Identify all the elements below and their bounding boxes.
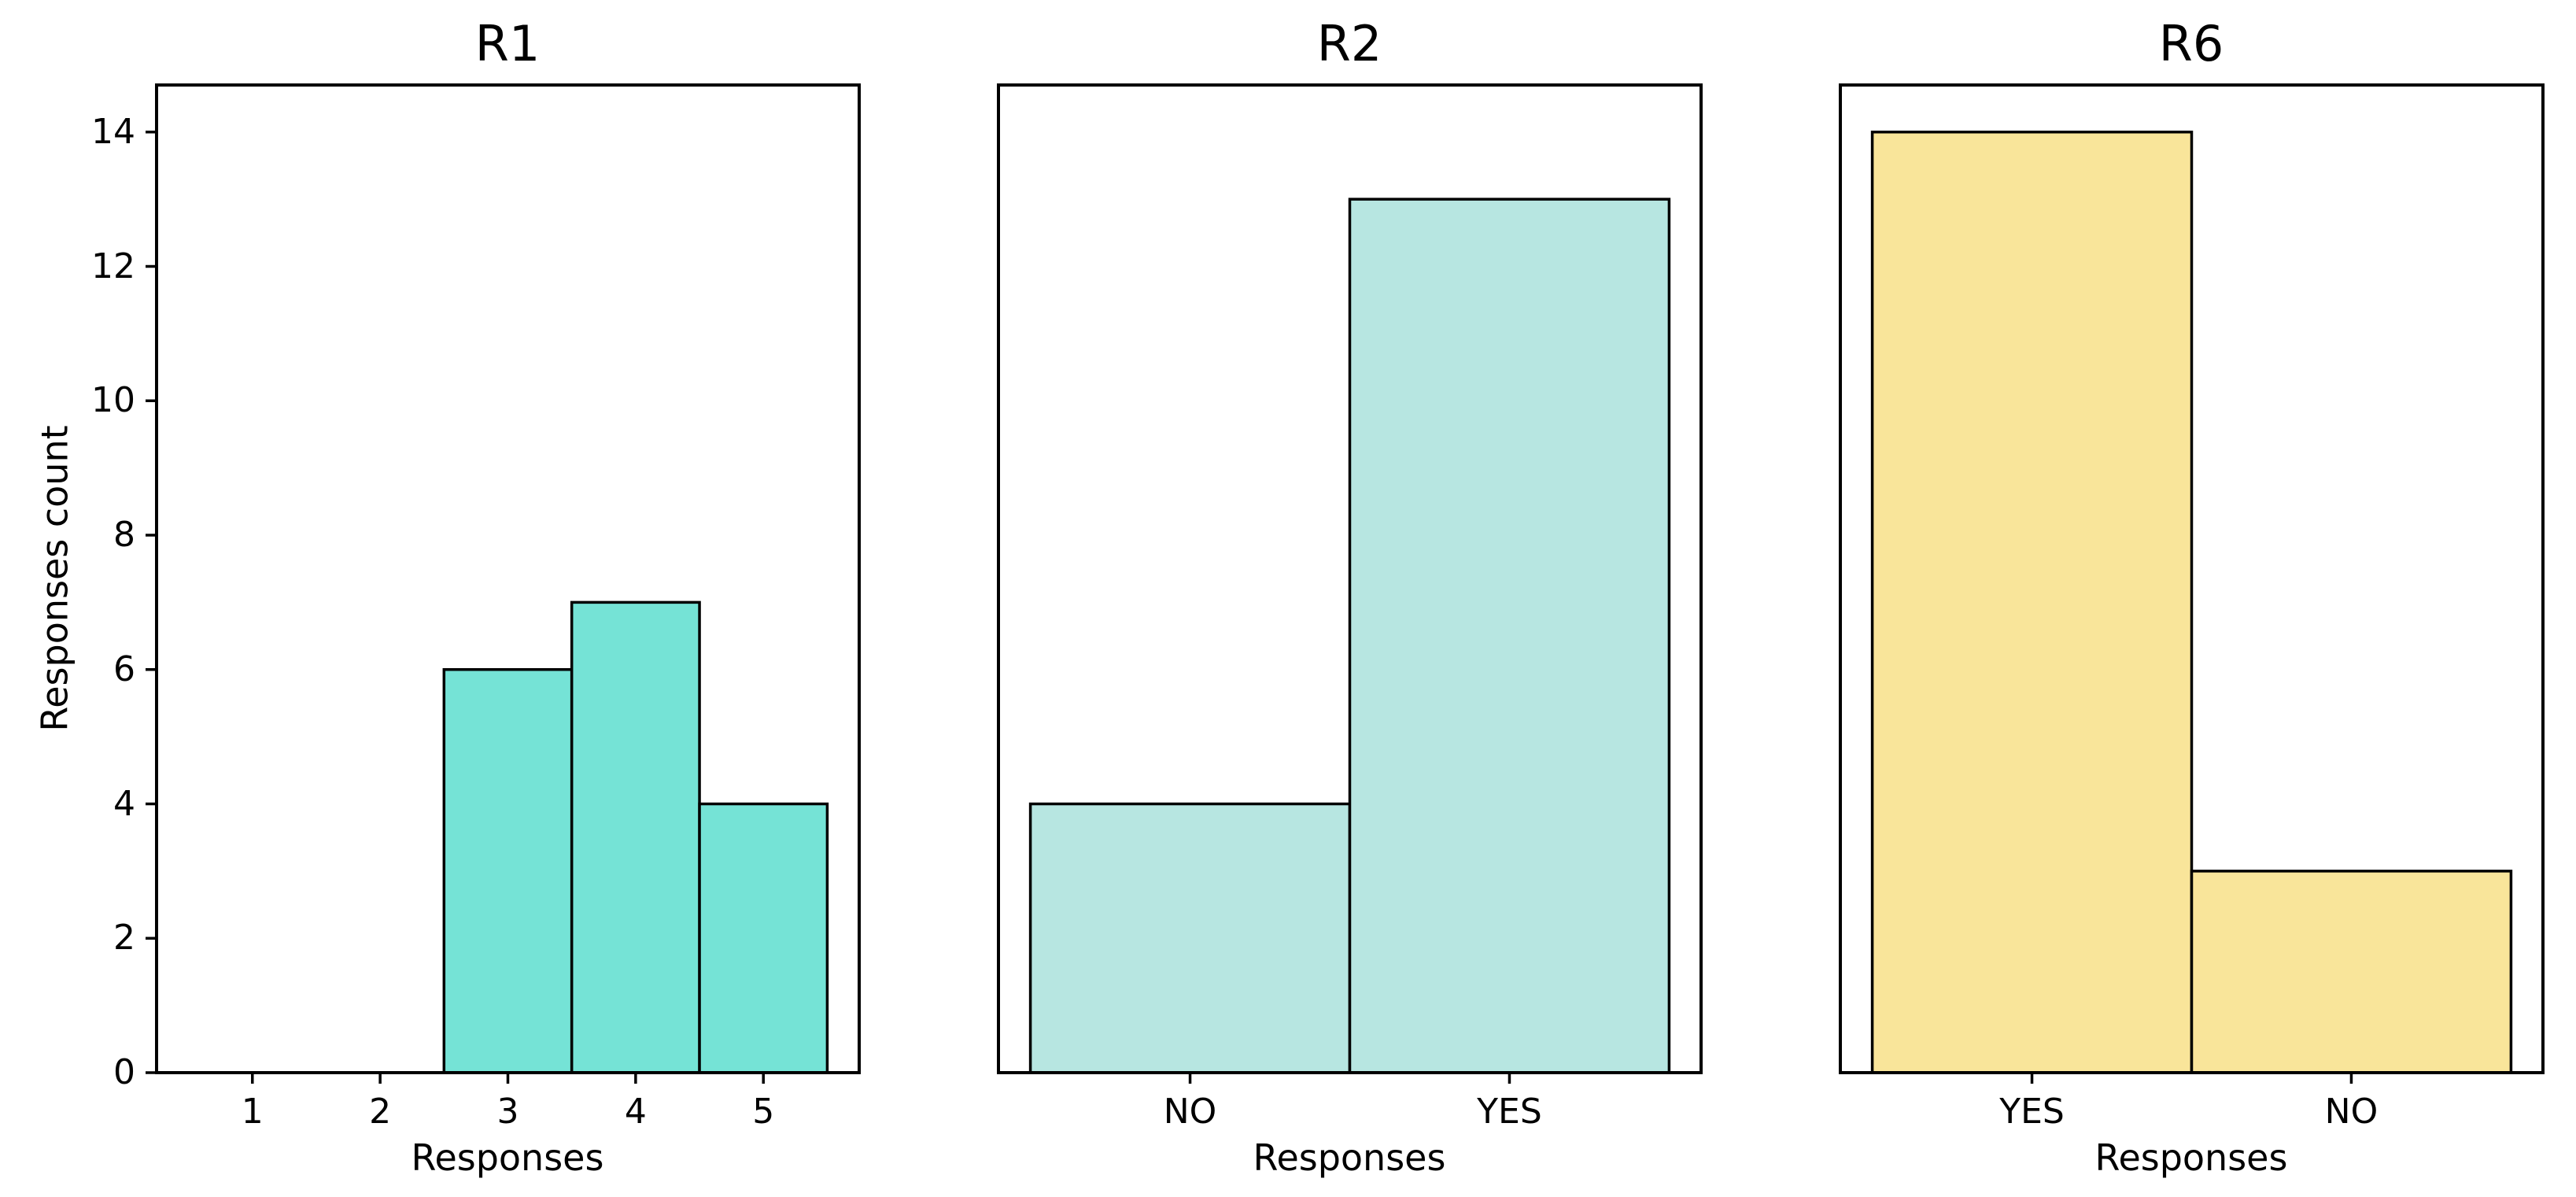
x-tick-label-R6-YES: YES xyxy=(1999,1092,2065,1132)
x-axis-label-r1: Responses xyxy=(411,1136,604,1179)
bar-R1-4 xyxy=(570,600,701,1074)
axes-frame-R2 xyxy=(997,83,1703,1074)
bar-R6-YES xyxy=(1870,131,2194,1074)
x-tick-label-R1-4: 4 xyxy=(624,1092,647,1132)
subplot-title-r1: R1 xyxy=(474,15,541,72)
subplot-title-r6: R6 xyxy=(2158,15,2224,72)
bar-R1-3 xyxy=(442,668,574,1074)
x-tick-label-R2-YES: YES xyxy=(1477,1092,1542,1132)
x-tick-label-R1-5: 5 xyxy=(752,1092,775,1132)
y-tick-label-0: 0 xyxy=(113,1052,135,1092)
x-tick-label-R1-2: 2 xyxy=(369,1092,392,1132)
axes-frame-R6 xyxy=(1839,83,2545,1074)
y-tick-label-14: 14 xyxy=(91,111,135,152)
axes-frame-R1 xyxy=(155,83,861,1074)
x-axis-label-r6: Responses xyxy=(2094,1136,2288,1179)
bar-R2-NO xyxy=(1028,802,1352,1074)
y-tick-label-4: 4 xyxy=(113,783,135,824)
x-axis-label-r2: Responses xyxy=(1253,1136,1446,1179)
x-tick-label-R2-NO: NO xyxy=(1163,1092,1217,1132)
bar-R1-5 xyxy=(698,802,829,1074)
subplot-title-r2: R2 xyxy=(1316,15,1382,72)
x-tick-label-R1-3: 3 xyxy=(496,1092,519,1132)
y-tick-label-10: 10 xyxy=(91,380,135,421)
x-tick-label-R1-1: 1 xyxy=(241,1092,264,1132)
y-tick-label-2: 2 xyxy=(113,918,135,959)
y-tick-label-8: 8 xyxy=(113,515,135,555)
bar-R2-YES xyxy=(1348,198,1671,1074)
y-tick-label-12: 12 xyxy=(91,246,135,286)
bar-R6-NO xyxy=(2190,870,2513,1074)
x-tick-label-R6-NO: NO xyxy=(2324,1092,2379,1132)
y-tick-label-6: 6 xyxy=(113,648,135,689)
